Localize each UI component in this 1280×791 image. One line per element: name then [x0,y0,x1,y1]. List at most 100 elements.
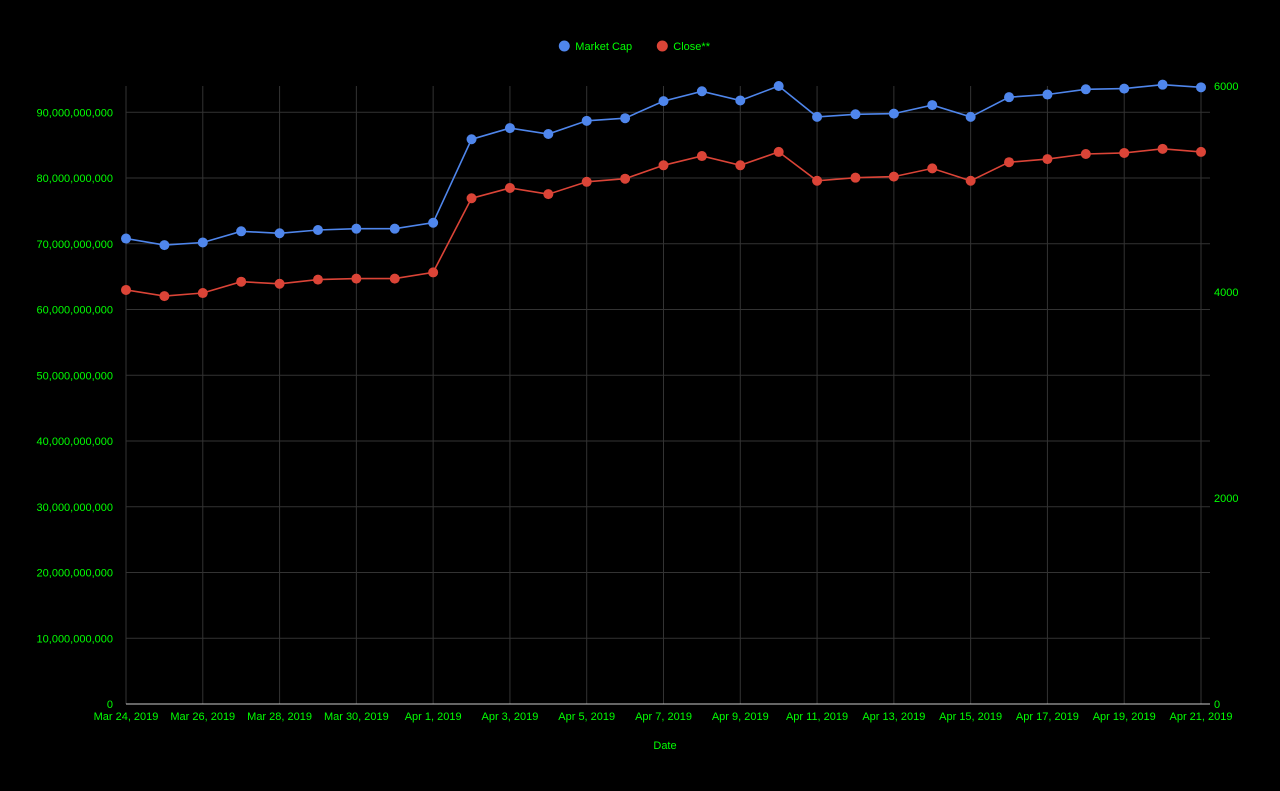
legend-item-market-cap[interactable]: Market Cap [558,40,632,54]
data-point-market-cap[interactable] [428,217,439,228]
data-point-close[interactable] [351,273,362,284]
data-point-market-cap[interactable] [888,108,899,119]
y-right-tick-label: 4000 [1214,287,1238,299]
y-right-tick-label: 6000 [1214,81,1238,93]
data-point-close[interactable] [1157,143,1168,154]
data-point-close[interactable] [1080,148,1091,159]
data-point-close[interactable] [620,173,631,184]
y-left-tick-label: 40,000,000,000 [37,436,113,448]
data-point-market-cap[interactable] [543,128,554,139]
x-tick-label: Mar 24, 2019 [94,711,159,723]
data-point-close[interactable] [389,273,400,284]
data-point-market-cap[interactable] [504,123,515,134]
series-layer[interactable] [121,79,1206,302]
y-right-tick-label: 2000 [1214,493,1238,505]
data-point-market-cap[interactable] [1080,84,1091,95]
data-point-market-cap[interactable] [581,115,592,126]
x-tick-label: Apr 7, 2019 [635,711,692,723]
y-right-tick-label: 0 [1214,699,1220,711]
data-point-market-cap[interactable] [1157,79,1168,90]
data-point-close[interactable] [1042,154,1053,165]
data-point-market-cap[interactable] [658,96,669,107]
legend[interactable]: Market Cap Close** [558,40,711,54]
x-tick-label: Mar 26, 2019 [170,711,235,723]
x-tick-label: Apr 11, 2019 [786,711,848,723]
data-point-close[interactable] [735,160,746,171]
data-point-close[interactable] [696,151,707,162]
data-point-close[interactable] [927,163,938,174]
data-point-market-cap[interactable] [274,228,285,239]
x-tick-label: Apr 5, 2019 [558,711,615,723]
data-point-close[interactable] [965,175,976,186]
axis-layer: 0 10,000,000,000 20,000,000,000 30,000,000,… [37,81,1239,723]
x-tick-label: Apr 17, 2019 [1016,711,1079,723]
data-point-close[interactable] [197,288,208,299]
data-point-close[interactable] [812,175,823,186]
data-point-close[interactable] [504,182,515,193]
data-point-close[interactable] [1119,147,1130,158]
legend-label: Market Cap [575,41,632,53]
data-point-market-cap[interactable] [121,233,131,244]
x-tick-label: Apr 15, 2019 [939,711,1002,723]
grid-layer [125,86,1210,705]
data-point-market-cap[interactable] [965,111,976,122]
y-left-tick-label: 90,000,000,000 [37,107,113,119]
data-point-market-cap[interactable] [620,113,631,124]
y-left-tick-label: 50,000,000,000 [37,370,113,382]
legend-label: Close** [673,41,710,53]
data-point-close[interactable] [312,274,323,285]
data-point-close[interactable] [466,193,477,204]
data-point-market-cap[interactable] [1119,83,1130,94]
x-tick-label: Apr 19, 2019 [1093,711,1156,723]
x-tick-label: Apr 3, 2019 [481,711,538,723]
y-left-tick-label: 70,000,000,000 [37,239,113,251]
data-point-close[interactable] [1004,157,1015,168]
data-point-market-cap[interactable] [812,111,823,122]
y-left-tick-label: 30,000,000,000 [37,502,113,514]
y-left-tick-label: 60,000,000,000 [37,305,113,317]
data-point-market-cap[interactable] [389,223,400,234]
data-point-market-cap[interactable] [735,95,746,106]
x-tick-label: Apr 21, 2019 [1170,711,1233,723]
y-left-tick-label: 10,000,000,000 [37,633,113,645]
x-tick-label: Mar 28, 2019 [247,711,312,723]
data-point-close[interactable] [543,189,554,200]
data-point-market-cap[interactable] [1196,82,1206,93]
y-left-tick-label: 20,000,000,000 [37,568,113,580]
data-point-close[interactable] [888,171,899,182]
data-point-market-cap[interactable] [466,134,477,145]
data-point-market-cap[interactable] [1042,89,1053,100]
x-tick-label: Apr 9, 2019 [712,711,769,723]
y-left-tick-label: 80,000,000,000 [37,173,113,185]
data-point-close[interactable] [581,176,592,187]
data-point-market-cap[interactable] [351,223,362,234]
x-tick-label: Apr 1, 2019 [405,711,462,723]
legend-item-close[interactable]: Close** [656,40,711,54]
data-point-close[interactable] [773,146,784,157]
y-left-tick-label: 0 [107,699,113,711]
data-point-close[interactable] [121,284,131,295]
x-tick-label: Mar 30, 2019 [324,711,389,723]
legend-swatch [558,40,570,52]
data-point-market-cap[interactable] [236,226,247,237]
data-point-close[interactable] [1196,146,1206,157]
data-point-close[interactable] [274,278,285,289]
data-point-market-cap[interactable] [197,237,208,248]
data-point-close[interactable] [658,160,669,171]
data-point-market-cap[interactable] [850,109,861,120]
data-point-market-cap[interactable] [312,224,323,235]
data-point-market-cap[interactable] [1004,92,1015,103]
data-point-close[interactable] [428,267,439,278]
x-tick-label: Apr 13, 2019 [862,711,925,723]
data-point-close[interactable] [159,291,170,302]
data-point-market-cap[interactable] [927,100,938,111]
data-point-market-cap[interactable] [773,81,784,91]
data-point-close[interactable] [850,172,861,183]
legend-swatch [656,40,668,52]
data-point-close[interactable] [236,276,247,287]
data-point-market-cap[interactable] [696,86,707,97]
x-axis-title: Date [653,740,676,752]
data-point-market-cap[interactable] [159,240,170,251]
